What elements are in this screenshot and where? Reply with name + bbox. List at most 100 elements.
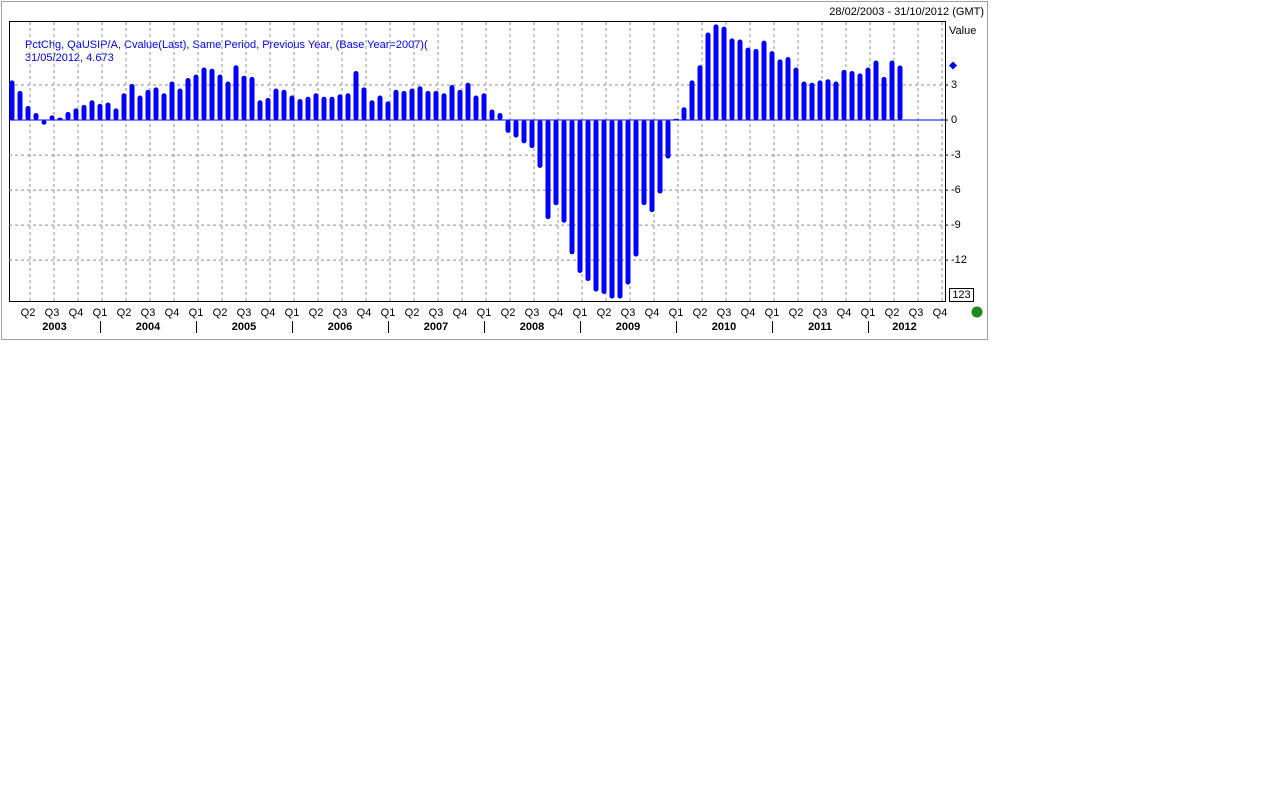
- y-tick-label: -12: [951, 254, 967, 266]
- bar: [345, 93, 351, 121]
- bar: [129, 83, 135, 121]
- bar: [233, 65, 239, 121]
- bar: [481, 93, 487, 121]
- bar: [433, 90, 439, 121]
- bar: [705, 32, 711, 121]
- bar: [697, 65, 703, 121]
- bar: [497, 113, 503, 121]
- bar: [65, 111, 71, 121]
- bar: [81, 104, 87, 121]
- year-label: 2003: [42, 321, 66, 333]
- bar: [857, 73, 863, 121]
- x-tick-label: Q1: [189, 307, 204, 319]
- x-tick-label: Q4: [741, 307, 756, 319]
- bar: [417, 86, 423, 121]
- x-tick-label: Q2: [501, 307, 516, 319]
- x-tick-label: Q2: [693, 307, 708, 319]
- bar: [825, 79, 831, 121]
- bar: [249, 76, 255, 121]
- bar: [337, 94, 343, 121]
- x-tick-label: Q1: [765, 307, 780, 319]
- bar: [369, 100, 375, 121]
- x-tick-label: Q4: [357, 307, 372, 319]
- bar: [449, 85, 455, 121]
- bar: [25, 106, 31, 121]
- bar: [17, 90, 23, 121]
- bar: [609, 120, 615, 299]
- year-label: 2007: [424, 321, 448, 333]
- bar: [569, 120, 575, 255]
- bar: [817, 80, 823, 121]
- bar: [409, 88, 415, 121]
- x-tick-label: Q3: [45, 307, 60, 319]
- x-tick-label: Q3: [141, 307, 156, 319]
- x-tick-label: Q2: [885, 307, 900, 319]
- x-tick-label: Q2: [21, 307, 36, 319]
- date-range: 28/02/2003 - 31/10/2012 (GMT): [829, 6, 984, 18]
- bar: [593, 120, 599, 292]
- status-indicator[interactable]: [971, 306, 983, 318]
- bar: [281, 89, 287, 121]
- bar: [41, 120, 47, 125]
- year-label: 2004: [136, 321, 161, 333]
- year-label: 2011: [808, 321, 832, 333]
- bar: [185, 78, 191, 121]
- x-tick-label: Q3: [717, 307, 732, 319]
- x-tick-label: Q1: [573, 307, 588, 319]
- bar: [561, 120, 567, 223]
- bar: [873, 60, 879, 121]
- legend-last-value: 31/05/2012, 4.673: [25, 52, 114, 64]
- bar: [785, 57, 791, 121]
- bar: [145, 89, 151, 121]
- y-tick-label: -6: [951, 184, 961, 196]
- bar: [713, 24, 719, 121]
- bar: [537, 120, 543, 168]
- x-tick-label: Q3: [813, 307, 828, 319]
- year-label: 2009: [616, 321, 640, 333]
- x-tick-label: Q4: [69, 307, 84, 319]
- x-tick-label: Q1: [285, 307, 300, 319]
- bar: [737, 39, 743, 121]
- bar: [201, 67, 207, 121]
- bar: [673, 118, 679, 121]
- bar: [329, 96, 335, 121]
- bar: [617, 120, 623, 299]
- bar: [49, 115, 55, 121]
- bar: [305, 96, 311, 121]
- bar: [889, 60, 895, 121]
- legend-entry: PctChg, QaUSIP/A, Cvalue(Last), Same Per…: [25, 39, 428, 51]
- bar: [801, 81, 807, 121]
- bar: [9, 80, 15, 121]
- y-tick-label: 0: [951, 114, 957, 126]
- bar: [169, 81, 175, 121]
- bar: [665, 120, 671, 159]
- x-tick-label: Q4: [837, 307, 852, 319]
- bar: [137, 95, 143, 121]
- bar: [897, 65, 903, 121]
- bar: [809, 82, 815, 121]
- bar: [257, 100, 263, 121]
- bar: [441, 93, 447, 121]
- bar: [97, 103, 103, 121]
- bar: [225, 81, 231, 121]
- bar: [241, 75, 247, 121]
- bar: [73, 108, 79, 121]
- bar: [881, 76, 887, 121]
- year-label: 2012: [892, 321, 916, 333]
- bar: [377, 95, 383, 121]
- bar: [553, 120, 559, 206]
- bar: [273, 88, 279, 121]
- year-label: 2008: [520, 321, 544, 333]
- x-tick-label: Q4: [453, 307, 468, 319]
- bar: [289, 95, 295, 121]
- bar: [545, 120, 551, 220]
- bar: [105, 102, 111, 121]
- x-tick-label: Q1: [669, 307, 684, 319]
- bar: [777, 59, 783, 121]
- bar: [473, 95, 479, 121]
- bar: [689, 80, 695, 121]
- bar: [57, 117, 63, 121]
- bar: [601, 120, 607, 294]
- bar: [153, 87, 159, 121]
- bar: [681, 107, 687, 121]
